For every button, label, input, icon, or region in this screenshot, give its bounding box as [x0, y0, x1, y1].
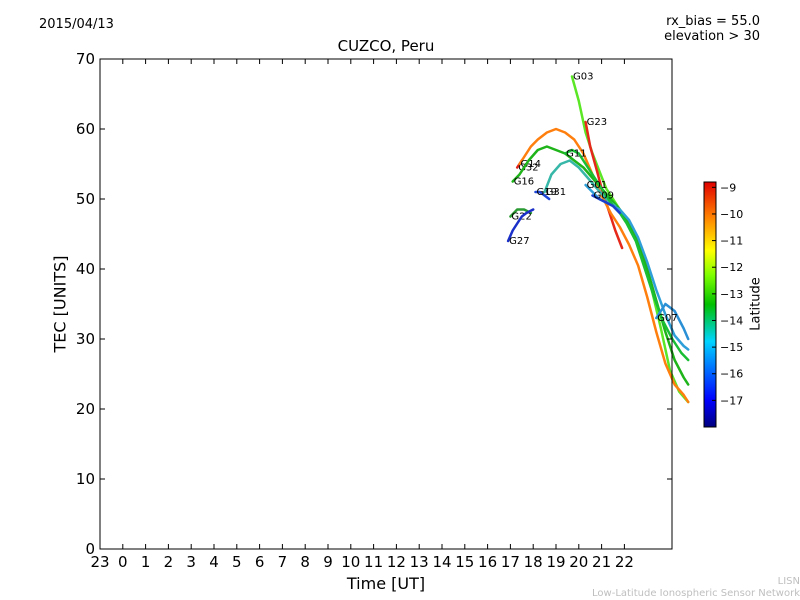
y-tick-label: 50: [76, 190, 95, 208]
y-tick-label: 60: [76, 120, 95, 138]
series-label-g32: G32: [518, 163, 538, 174]
y-ticks: 0 10 20 30 40 50 60 70: [76, 50, 672, 558]
x-tick-label: 18: [524, 553, 543, 571]
x-tick-label: 5: [232, 553, 242, 571]
y-tick-label: 40: [76, 260, 95, 278]
series-line-g07: [655, 302, 690, 341]
x-tick-label: 16: [478, 553, 497, 571]
x-tick-label: 12: [387, 553, 406, 571]
x-tick-label: 19: [546, 553, 565, 571]
x-tick-label: 15: [455, 553, 474, 571]
x-tick-label: 1: [141, 553, 151, 571]
series-line-g11: [563, 148, 690, 362]
colorbar-tick-label: −17: [720, 394, 743, 407]
series-label-g19: G19: [537, 187, 557, 198]
credit-line-1: LISN: [777, 576, 800, 587]
plot-frame: [99, 58, 673, 550]
x-tick-label: 7: [278, 553, 288, 571]
series-line-g27: [506, 208, 535, 243]
y-tick-label: 0: [85, 540, 95, 558]
colorbar-tick-label: −11: [720, 235, 743, 248]
x-tick-label: 22: [615, 553, 634, 571]
x-tick-label: 9: [323, 553, 333, 571]
x-tick-label: 8: [300, 553, 310, 571]
colorbar-tick-label: −9: [720, 181, 736, 194]
series-line-g01: [584, 183, 690, 351]
series-label-g01: G01: [587, 180, 607, 191]
x-tick-label: 4: [209, 553, 219, 571]
series-label-g31: G31: [546, 187, 566, 198]
rx-bias-info: rx_bias = 55.0 elevation > 30: [664, 14, 760, 44]
series-line-g31: [543, 159, 617, 208]
elevation-label: elevation > 30: [664, 29, 760, 44]
series-label-g11: G11: [566, 149, 586, 160]
series-label-g09: G09: [594, 191, 614, 202]
x-tick-label: 17: [501, 553, 520, 571]
y-tick-label: 70: [76, 50, 95, 68]
x-tick-label: 2: [164, 553, 174, 571]
x-tick-label: 20: [569, 553, 588, 571]
colorbar-tick-label: −16: [720, 368, 743, 381]
x-tick-label: 10: [341, 553, 360, 571]
x-tick-label: 3: [186, 553, 196, 571]
x-tick-label: 21: [592, 553, 611, 571]
colorbar-tick-label: −15: [720, 341, 743, 354]
series-label-g03: G03: [573, 72, 593, 83]
series-label-g16: G16: [514, 177, 534, 188]
date-label: 2015/04/13: [39, 17, 114, 32]
y-tick-label: 20: [76, 400, 95, 418]
colorbar-tick-label: −14: [720, 314, 743, 327]
series-label-g14: G14: [521, 159, 541, 170]
colorbar-tick-label: −12: [720, 261, 743, 274]
colorbar-tick-label: −10: [720, 208, 743, 221]
x-tick-label: 23: [90, 553, 109, 571]
series-line-g14: [518, 127, 690, 404]
x-tick-label: 11: [364, 553, 383, 571]
x-tick-label: 14: [432, 553, 451, 571]
series-line-g19: [534, 190, 551, 201]
colorbar-ticks: −9 −10 −11 −12 −13 −14 −15 −16 −17: [712, 181, 743, 407]
credit-line-2: Low-Latitude Ionospheric Sensor Network: [592, 588, 800, 599]
series-label-g07: G07: [657, 313, 677, 324]
x-tick-label: 6: [255, 553, 265, 571]
colorbar: −9 −10 −11 −12 −13 −14 −15 −16 −17: [703, 181, 743, 428]
series-label-g27: G27: [509, 236, 529, 247]
y-tick-label: 30: [76, 330, 95, 348]
x-ticks: 23 0 1 2 3 4 5 6 7 8 9 10 11 12 13 14 15 16 17 18 19 20 21 22: [90, 59, 634, 571]
x-axis-label: Time [UT]: [346, 574, 426, 593]
chart-title: CUZCO, Peru: [337, 37, 435, 55]
colorbar-tick-label: −13: [720, 288, 743, 301]
series-label-g23: G23: [587, 117, 607, 128]
rx-bias-label: rx_bias = 55.0: [666, 14, 760, 29]
colorbar-gradient: [703, 181, 717, 428]
x-tick-label: 13: [410, 553, 429, 571]
series-line-g09: [591, 194, 622, 215]
y-tick-label: 10: [76, 470, 95, 488]
x-tick-label: 0: [118, 553, 128, 571]
